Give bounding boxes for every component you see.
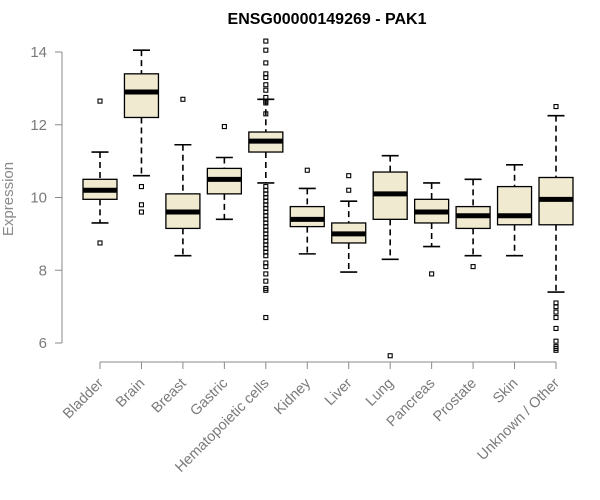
outlier-point <box>263 74 269 81</box>
y-tick-label: 12 <box>30 117 47 134</box>
y-tick-label: 14 <box>30 44 47 61</box>
outlier-point <box>553 104 559 110</box>
outlier-point <box>553 347 559 353</box>
box-group-unknown-other <box>538 104 574 353</box>
outlier-point <box>263 278 269 284</box>
x-tick-label: Skin <box>490 376 521 407</box>
outlier-point <box>180 96 186 102</box>
x-tick-label: Brain <box>113 376 148 411</box>
outlier-point <box>263 82 269 88</box>
y-tick-label: 8 <box>39 262 47 279</box>
outlier-point <box>97 240 103 246</box>
boxes-layer <box>82 38 574 359</box>
outlier-point <box>138 209 145 215</box>
x-tick-label: Lung <box>363 376 397 410</box>
outlier-point <box>553 325 559 332</box>
outlier-point <box>263 314 269 321</box>
x-tick-label: Breast <box>149 376 190 417</box>
box-iqr <box>496 185 533 226</box>
box-group-gastric <box>206 124 243 221</box>
y-tick-label: 6 <box>39 335 47 352</box>
outlier-point <box>263 287 269 293</box>
box-iqr <box>289 205 325 228</box>
box-group-prostate <box>455 178 491 270</box>
outlier-point <box>346 187 352 193</box>
x-tick-label: Liver <box>322 375 356 409</box>
box-group-liver <box>331 173 367 273</box>
outlier-point <box>553 304 559 310</box>
box-group-skin <box>496 163 533 257</box>
box-group-hematopoietic-cells <box>248 38 284 321</box>
outlier-point <box>346 173 352 179</box>
y-tick-label: 10 <box>30 190 47 207</box>
x-tick-label: Kidney <box>271 375 314 418</box>
outlier-point <box>263 38 269 44</box>
outlier-point <box>429 271 435 277</box>
box-iqr <box>123 73 160 119</box>
outlier-point <box>553 309 559 315</box>
outlier-point <box>263 271 269 277</box>
x-tick-label: Bladder <box>60 375 107 422</box>
box-group-pancreas <box>413 182 450 277</box>
outlier-point <box>553 314 559 321</box>
outlier-point <box>263 47 269 53</box>
box-group-brain <box>123 49 160 215</box>
outlier-point <box>470 264 476 270</box>
box-group-bladder <box>82 98 118 246</box>
outlier-point <box>263 60 269 66</box>
outlier-point <box>553 338 559 344</box>
outlier-point <box>263 111 269 117</box>
outlier-point <box>387 353 393 359</box>
box-group-kidney <box>289 167 325 255</box>
box-group-lung <box>372 154 408 359</box>
x-tick-label: Prostate <box>430 376 479 425</box>
outlier-point <box>304 167 310 173</box>
outlier-point <box>263 87 269 93</box>
outlier-point <box>221 124 227 130</box>
outlier-point <box>263 253 269 259</box>
y-axis: 6 8 10 12 14 <box>30 44 63 352</box>
chart-title: ENSG00000149269 - PAK1 <box>228 11 427 28</box>
outlier-point <box>97 98 103 104</box>
outlier-point <box>263 100 269 106</box>
outlier-point <box>138 184 145 190</box>
outlier-point <box>138 202 145 208</box>
y-axis-label: Expression <box>0 162 17 236</box>
box-group-breast <box>165 96 201 257</box>
outlier-point <box>263 264 269 270</box>
